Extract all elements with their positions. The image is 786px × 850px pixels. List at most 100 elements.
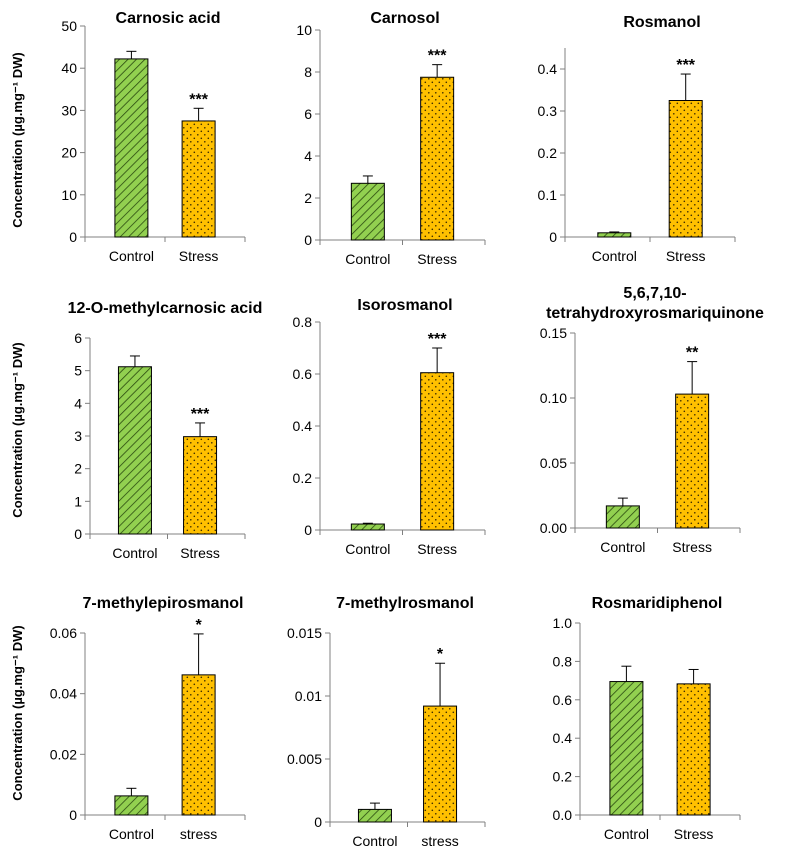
y-tick-label: 0.6 [553,692,573,708]
category-label: Stress [674,826,714,842]
y-tick-label: 0.8 [293,314,313,330]
y-tick-label: 0.4 [553,730,573,746]
panel-2: Carnosol 0 2 4 6 8 10 Control *** Stress [296,10,486,267]
significance-label: ** [686,345,699,362]
y-tick-label: 0.6 [293,366,313,382]
y-tick-label: 0 [69,229,77,245]
y-axis-label-row-1: Concentration (µg.mg⁻¹ DW) [10,52,25,227]
category-label: Stress [179,248,219,264]
panel-title: Rosmanol [623,14,700,31]
y-tick-label: 0.01 [295,688,322,704]
y-tick-label: 4 [304,148,312,164]
y-axis-label-row-3: Concentration (µg.mg⁻¹ DW) [10,625,25,800]
panel-title-line: tetrahydroxyrosmariquinone [546,305,764,322]
bar-stress [423,705,458,823]
bar-control [114,58,149,238]
y-tick-label: 0 [304,232,312,248]
y-tick-label: 1.0 [553,615,573,631]
y-tick-label: 0 [69,807,77,823]
category-label: Control [345,251,390,267]
y-tick-label: 0.06 [50,625,77,641]
category-label: Stress [666,248,706,264]
bar-control [597,232,632,238]
y-tick-label: 40 [61,60,77,76]
y-tick-label: 0.10 [540,390,567,406]
chart-panels: Carnosic acid01020304050Control***Stress… [50,10,764,849]
y-tick-label: 0.4 [293,418,313,434]
significance-label: * [437,646,444,663]
y-tick-label: 0 [304,522,312,538]
y-tick-label: 6 [304,106,312,122]
panel-7: 7-methylepirosmanol 0 0.02 0.04 0.06 Control *… [50,595,246,842]
y-tick-label: 0.2 [553,769,573,785]
y-tick-label: 0.8 [553,653,573,669]
category-label: Control [109,248,154,264]
bar-control [114,795,149,816]
panel-4: 12-O-methylcarnosic acid 0 1 2 3 4 5 6 Control **… [68,300,263,561]
bar-control [357,808,392,823]
y-tick-label: 0.00 [540,520,567,536]
y-tick-label: 30 [61,102,77,118]
category-label: stress [180,826,217,842]
y-tick-label: 0.2 [293,470,313,486]
panel-6: 5,6,7,10- tetrahydroxyrosmariquinone 0.00 0… [540,285,764,555]
panel-title: 7-methylrosmanol [336,595,474,612]
category-label: stress [421,833,458,849]
panel-title-line: 5,6,7,10- [623,285,686,302]
bar-control [350,182,385,241]
category-label: Stress [417,251,457,267]
panel-title: Carnosol [370,10,439,27]
panel-title: Rosmaridiphenol [592,595,723,612]
category-label: Control [600,539,645,555]
bar-stress [675,393,710,529]
panel-title: Carnosic acid [116,10,221,27]
y-axis-label-row-2: Concentration (µg.mg⁻¹ DW) [10,342,25,517]
y-tick-label: 0.02 [50,746,77,762]
bar-stress [181,674,216,816]
panel-title: 7-methylepirosmanol [83,595,244,612]
y-tick-label: 0 [74,526,82,542]
category-label: Control [109,826,154,842]
y-tick-label: 3 [74,428,82,444]
bar-stress [676,683,711,816]
y-tick-label: 10 [61,187,77,203]
bar-stress [181,120,216,238]
y-tick-label: 2 [74,461,82,477]
bar-control [350,523,385,531]
y-tick-label: 0.015 [287,625,322,641]
category-label: Stress [417,541,457,557]
y-tick-label: 20 [61,145,77,161]
significance-label: *** [676,57,695,74]
y-tick-label: 0 [314,814,322,830]
significance-label: *** [428,331,447,348]
y-tick-label: 0.4 [538,61,558,77]
bar-stress [668,100,703,238]
significance-label: *** [191,406,210,423]
category-label: Stress [180,545,220,561]
y-tick-label: 0.2 [538,145,558,161]
y-tick-label: 10 [296,22,312,38]
y-tick-label: 0.15 [540,325,567,341]
y-tick-label: 0.1 [538,187,558,203]
y-tick-label: 50 [61,18,77,34]
panel-8: 7-methylrosmanol 0 0.005 0.01 0.015 Control * s… [287,595,486,849]
y-tick-label: 6 [74,330,82,346]
bar-control [605,505,640,529]
panel-title: Isorosmanol [357,297,452,314]
y-tick-label: 0.04 [50,686,77,702]
panel-3: Rosmanol 0 0.1 0.2 0.3 0.4 Control *** Stress [538,14,736,264]
category-label: Stress [672,539,712,555]
category-label: Control [345,541,390,557]
y-tick-label: 0.3 [538,103,558,119]
panel-5: Isorosmanol 0 0.2 0.4 0.6 0.8 Control *** Stress [293,297,486,557]
bar-stress [420,76,455,241]
category-label: Control [112,545,157,561]
bar-stress [183,436,218,535]
bar-control [609,681,644,816]
significance-label: *** [428,48,447,65]
category-label: Control [604,826,649,842]
y-tick-label: 0.005 [287,751,322,767]
category-label: Control [352,833,397,849]
panel-title: 12-O-methylcarnosic acid [68,300,263,317]
